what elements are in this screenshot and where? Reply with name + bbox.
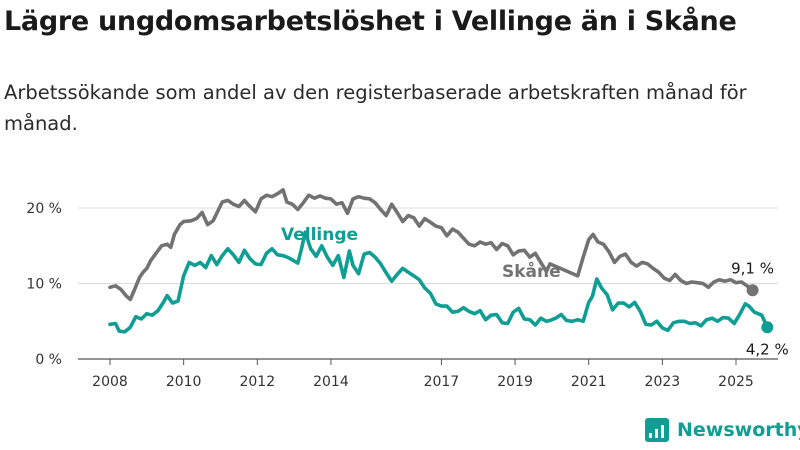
x-tick-label: 2008 [92, 374, 128, 390]
x-tick-label: 2014 [313, 374, 349, 390]
x-axis: 2008 2010 2012 2014 2017 2019 2021 2023 2025 [78, 358, 778, 390]
series-line-skåne [108, 188, 755, 302]
x-tick-label: 2019 [497, 374, 533, 390]
x-tick-label: 2023 [645, 374, 681, 390]
y-axis: 0 % 10 % 20 % [26, 201, 62, 368]
series-labels: 9,1 % Skåne 4,2 % Vellinge [281, 225, 789, 358]
x-tick-label: 2012 [239, 374, 275, 390]
series-name-label-vellinge: Vellinge [281, 225, 358, 245]
x-tick-label: 2021 [571, 374, 607, 390]
y-tick-label: 10 % [26, 277, 62, 293]
series-end-dot-vellinge [761, 321, 774, 334]
series-name-label-skåne: Skåne [502, 260, 561, 282]
newsworthy-logo-icon [645, 418, 669, 442]
chart-subtitle: Arbetssökande som andel av den registerb… [4, 81, 747, 135]
y-tick-label: 20 % [26, 201, 62, 217]
series-end-label-vellinge: 4,2 % [746, 340, 789, 358]
series-lines [108, 188, 774, 334]
x-tick-label: 2017 [424, 374, 460, 390]
x-tick-label: 2025 [718, 374, 754, 390]
brand-name: Newsworthy [677, 419, 800, 441]
series-end-label-skåne: 9,1 % [731, 259, 774, 277]
series-line-vellinge [108, 230, 770, 334]
y-tick-label: 0 % [35, 352, 62, 368]
chart-title: Lägre ungdomsarbetslöshet i Vellinge än … [4, 6, 737, 37]
brand-logo-group: Newsworthy [645, 418, 800, 442]
grid-lines [78, 207, 778, 284]
x-tick-label: 2010 [166, 374, 202, 390]
series-end-dot-skåne [746, 284, 759, 297]
